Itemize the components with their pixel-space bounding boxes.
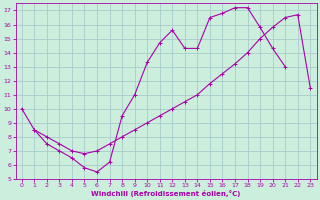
X-axis label: Windchill (Refroidissement éolien,°C): Windchill (Refroidissement éolien,°C) — [91, 190, 241, 197]
